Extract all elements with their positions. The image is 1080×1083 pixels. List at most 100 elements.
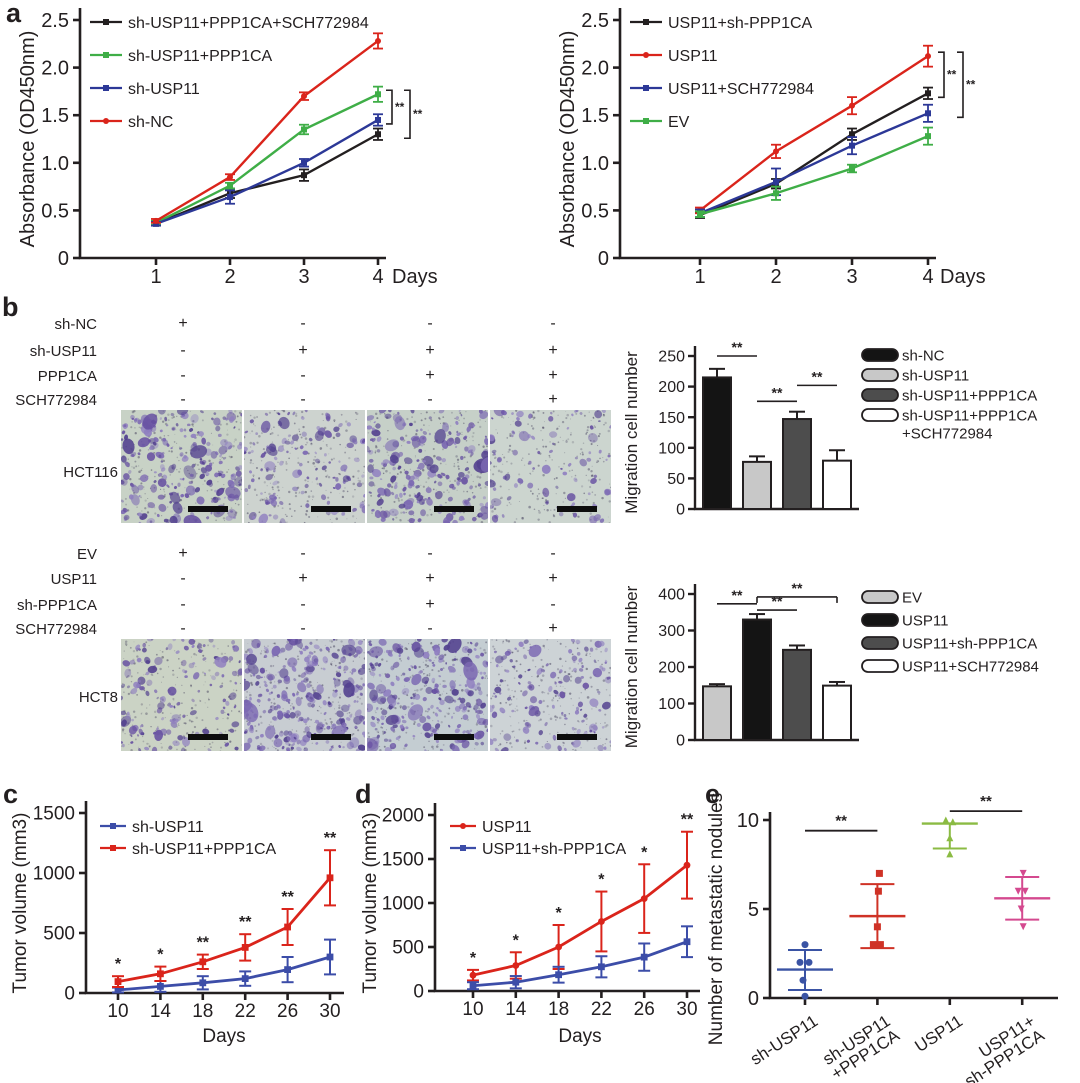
axes: 0 500 1000 1500 2000 10 14 18 22 26 30 Days Tumor vo… <box>360 803 700 1047</box>
svg-text:EV: EV <box>902 589 922 606</box>
scale-bar <box>557 734 597 740</box>
svg-text:Migration cell number: Migration cell number <box>622 585 641 748</box>
svg-text:50: 50 <box>667 471 685 488</box>
condition-sign: - <box>180 391 186 408</box>
micrograph <box>367 410 488 523</box>
svg-text:0.5: 0.5 <box>581 200 609 222</box>
significance: ** ** <box>805 793 1023 832</box>
svg-text:sh-NC: sh-NC <box>902 347 945 364</box>
micrograph <box>367 639 488 751</box>
condition-label: sh-NC <box>54 316 97 333</box>
bar-sh-USP11+PPP1CA <box>782 418 812 510</box>
cell-line-label-hct8: HCT8 <box>78 689 118 706</box>
svg-text:10: 10 <box>462 999 483 1020</box>
condition-label: SCH772984 <box>15 392 97 409</box>
svg-text:**: ** <box>732 587 743 603</box>
condition-sign: - <box>300 620 306 637</box>
svg-text:150: 150 <box>658 410 685 427</box>
svg-text:0: 0 <box>413 982 424 1003</box>
svg-text:USP11+SCH772984: USP11+SCH772984 <box>902 658 1039 675</box>
svg-text:500: 500 <box>392 938 424 959</box>
svg-text:200: 200 <box>658 379 685 396</box>
bar-sh-USP11+PPP1CA+SCH772984 <box>822 459 852 510</box>
svg-text:sh-USP11: sh-USP11 <box>902 367 969 384</box>
panel-e-label: e <box>705 779 721 809</box>
scale-bar <box>311 506 351 512</box>
svg-text:30: 30 <box>319 1001 340 1022</box>
group-USP11 <box>921 816 978 858</box>
svg-text:10: 10 <box>107 1001 128 1022</box>
condition-sign: - <box>550 315 556 332</box>
svg-text:1: 1 <box>694 266 705 288</box>
chart-metastatic-nodules: 0 5 10 Number of metastatic nodules sh-USP11… <box>706 793 1058 1083</box>
series-USP11+SCH772984 <box>695 103 933 218</box>
svg-text:2.5: 2.5 <box>41 10 69 32</box>
svg-text:0: 0 <box>58 248 69 270</box>
svg-text:Days: Days <box>202 1026 245 1047</box>
svg-text:200: 200 <box>658 660 685 677</box>
svg-text:Tumor volume (mm3): Tumor volume (mm3) <box>360 813 381 994</box>
condition-sign: - <box>550 545 556 562</box>
condition-sign: + <box>298 342 308 359</box>
svg-text:26: 26 <box>634 999 655 1020</box>
svg-text:100: 100 <box>658 696 685 713</box>
axes: 0 100 200 300 400 Migration cell number <box>622 584 859 750</box>
condition-sign: - <box>180 620 186 637</box>
scale-bar <box>434 506 474 512</box>
series-sh-USP11 <box>112 938 336 994</box>
svg-text:2.0: 2.0 <box>41 58 69 80</box>
condition-sign: - <box>427 620 433 637</box>
svg-text:**: ** <box>681 812 694 829</box>
svg-text:1500: 1500 <box>33 804 75 825</box>
svg-text:2: 2 <box>224 266 235 288</box>
svg-text:Number of metastatic nodules: Number of metastatic nodules <box>706 793 727 1045</box>
svg-text:5: 5 <box>748 899 759 921</box>
svg-text:**: ** <box>812 368 823 384</box>
panel-a-label: a <box>6 0 22 28</box>
group-USP11+sh-PPP1CA <box>994 869 1051 931</box>
svg-text:2.5: 2.5 <box>581 10 609 32</box>
svg-text:+SCH772984: +SCH772984 <box>902 425 992 442</box>
bar-USP11 <box>742 618 772 741</box>
series-USP11+sh-PPP1CA <box>695 86 933 219</box>
svg-text:Tumor volume (mm3): Tumor volume (mm3) <box>10 813 31 994</box>
svg-text:sh-USP11+PPP1CA: sh-USP11+PPP1CA <box>902 407 1037 424</box>
condition-label: sh-USP11 <box>29 343 97 360</box>
svg-text:sh-NC: sh-NC <box>128 114 173 131</box>
micrograph <box>121 639 242 751</box>
micrograph <box>121 410 242 523</box>
legend: EV USP11 USP11+sh-PPP1CA USP11+SCH772984 <box>861 589 1039 675</box>
series-sh-USP11+PPP1CA <box>151 85 383 226</box>
significance-marks: ******* <box>470 812 694 967</box>
svg-text:1000: 1000 <box>382 894 424 915</box>
condition-sign: + <box>298 570 308 587</box>
svg-text:4: 4 <box>372 266 383 288</box>
condition-sign: - <box>300 315 306 332</box>
svg-text:**: ** <box>413 107 423 121</box>
condition-sign: + <box>425 342 435 359</box>
bar-sh-USP11 <box>742 460 772 511</box>
svg-text:USP11: USP11 <box>668 48 718 65</box>
scale-bar <box>434 734 474 740</box>
series-EV <box>695 126 933 218</box>
svg-text:*: * <box>641 844 648 861</box>
svg-text:2000: 2000 <box>382 806 424 827</box>
svg-text:**: ** <box>966 78 976 92</box>
svg-text:USP11+sh-PPP1CA: USP11+sh-PPP1CA <box>668 15 813 32</box>
svg-text:0: 0 <box>598 248 609 270</box>
svg-text:2.0: 2.0 <box>581 58 609 80</box>
svg-text:400: 400 <box>658 587 685 604</box>
condition-sign: - <box>180 596 186 613</box>
scale-bar <box>188 734 228 740</box>
svg-text:*: * <box>470 950 477 967</box>
svg-text:EV: EV <box>668 114 690 131</box>
svg-text:1.0: 1.0 <box>581 153 609 175</box>
svg-text:4: 4 <box>922 266 933 288</box>
svg-text:500: 500 <box>43 924 75 945</box>
condition-sign: + <box>548 391 558 408</box>
svg-text:sh-USP11+PPP1CA: sh-USP11+PPP1CA <box>132 841 277 858</box>
condition-sign: + <box>425 596 435 613</box>
condition-sign: - <box>300 545 306 562</box>
svg-text:1.5: 1.5 <box>581 105 609 127</box>
